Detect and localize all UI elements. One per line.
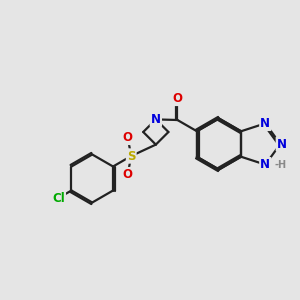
Text: O: O (123, 131, 133, 144)
Text: O: O (172, 92, 182, 105)
Text: N: N (260, 117, 270, 130)
Text: N: N (260, 158, 270, 171)
Text: S: S (127, 149, 136, 163)
Text: -H: -H (275, 160, 287, 170)
Text: Cl: Cl (52, 191, 65, 205)
Text: N: N (151, 113, 161, 126)
Text: O: O (123, 168, 133, 181)
Text: N: N (277, 137, 287, 151)
